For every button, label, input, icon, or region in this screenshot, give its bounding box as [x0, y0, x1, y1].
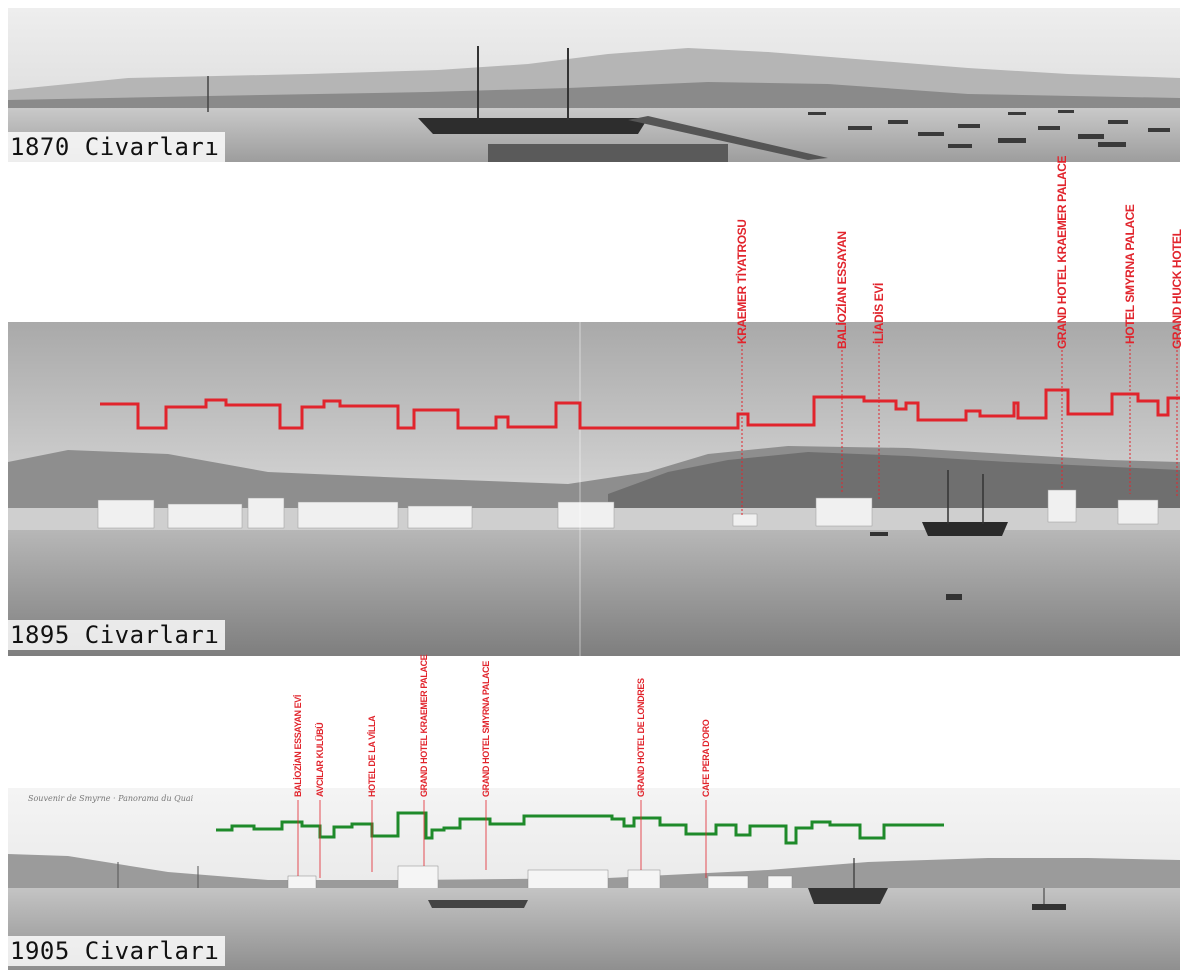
landmark-label-hotel-de-la-villa: HOTEL DE LA VİLLA: [367, 715, 377, 797]
era-label-1895: 1895 Civarları: [8, 620, 226, 650]
landmark-label-kraemer-tiyatrosu: KRAEMER TİYATROSU: [734, 219, 749, 344]
landmark-callouts-1895: [741, 345, 1178, 516]
landmark-label-grand-huck-hotel: GRAND HUCK HOTEL: [1170, 229, 1184, 349]
landmark-label-baliozian-essayan: BALİOZİAN ESSAYAN: [834, 231, 849, 349]
landmark-label-baliozian-essayan-evi: BALİOZİAN ESSAYAN EVİ: [293, 695, 303, 797]
landmark-label-grand-hotel-de-londres: GRAND HOTEL DE LONDRES: [636, 678, 646, 797]
era-label-1905: 1905 Civarları: [8, 936, 226, 966]
photo-panel-1905: Souvenir de Smyrne · Panorama du Quai 19…: [8, 788, 1180, 970]
skyline-line-1905: [216, 811, 944, 845]
landmark-label-avcilar-kulubu: AVCILAR KULÜBÜ: [315, 723, 325, 797]
postcard-caption: Souvenir de Smyrne · Panorama du Quai: [28, 794, 194, 803]
landmark-label-grand-hotel-smyrna-palace: GRAND HOTEL SMYRNA PALACE: [481, 661, 491, 797]
panorama-photo-1870: [8, 8, 1180, 162]
skyline-line-1895: [100, 388, 1180, 430]
landmark-label-grand-hotel-kraemer-palace-1905: GRAND HOTEL KRAEMER PALACE: [419, 654, 429, 797]
panorama-photo-1895: [8, 322, 1180, 656]
panorama-photo-1905: [8, 788, 1180, 970]
landmark-callouts-1905: [297, 800, 707, 878]
landmark-label-hotel-smyrna-palace: HOTEL SMYRNA PALACE: [1123, 204, 1137, 344]
photo-panel-1895: 1895 Civarları: [8, 322, 1180, 656]
era-label-1870: 1870 Civarları: [8, 132, 226, 162]
landmark-label-grand-hotel-kraemer-palace: GRAND HOTEL KRAEMER PALACE: [1055, 155, 1069, 349]
photo-panel-1870: 1870 Civarları: [8, 8, 1180, 162]
landmark-label-cafe-pera-doro: CAFE PERA D'ORO: [701, 719, 711, 797]
landmark-label-iliadis-evi: İLİADİS EVİ: [871, 283, 886, 344]
